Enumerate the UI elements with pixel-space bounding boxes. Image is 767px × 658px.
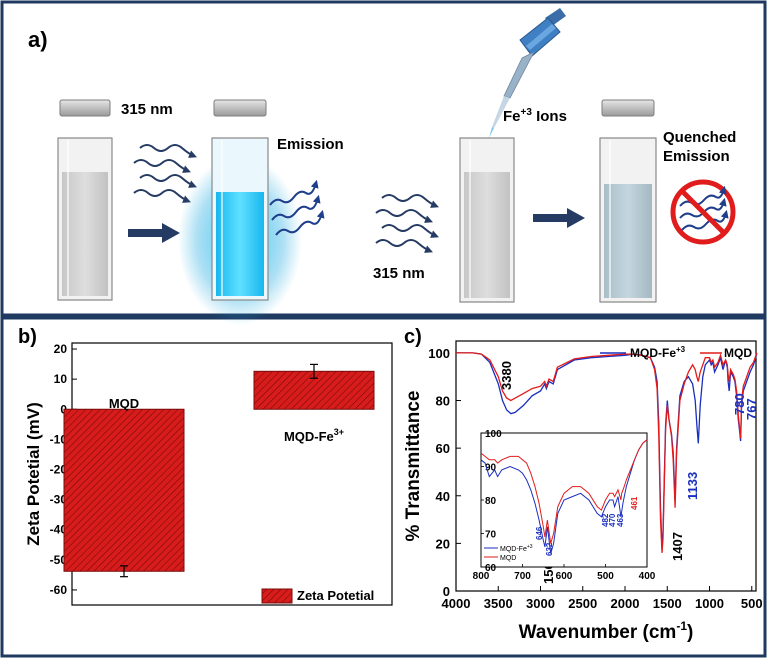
panel-b-label: b) <box>18 326 37 348</box>
y-tick-label: 100 <box>428 346 450 361</box>
series-lines-c <box>456 352 758 553</box>
quenched-line-2: Emission <box>663 148 730 165</box>
x-tick-label: 4000 <box>442 596 471 611</box>
cuvette-1 <box>57 99 113 301</box>
inset-peak-label: 482 <box>601 513 610 527</box>
series-line-mqd <box>456 352 758 553</box>
x-tick-label: 3000 <box>526 596 555 611</box>
cuvette-3 <box>459 137 515 303</box>
y-tick-label: 20 <box>436 536 450 551</box>
peak-label: 1407 <box>670 532 685 561</box>
inset-peak-label: 463 <box>616 513 625 527</box>
fe-ions-label: Fe+3 Ions <box>503 107 567 125</box>
inset-x-tick-label: 500 <box>597 571 614 582</box>
legend-c: MQD-Fe+3 MQD <box>600 345 752 360</box>
legend-swatch-b <box>261 588 293 604</box>
process-arrow-1 <box>128 223 180 243</box>
emission-label: Emission <box>277 136 344 153</box>
y-tick-label: -60 <box>50 583 68 597</box>
panel-bc-frame <box>0 316 767 658</box>
y-tick-label: -10 <box>50 432 68 446</box>
inset-x-tick-label: 400 <box>639 571 656 582</box>
x-tick-label: 500 <box>741 596 763 611</box>
x-tick-label: 1000 <box>695 596 724 611</box>
panel-b-zeta-chart: b) Zeta Potetial (mV) 20100-10-20-30-40-… <box>18 326 393 606</box>
wavelength-label-1: 315 nm <box>121 101 173 118</box>
y-axis-title-b: Zeta Potetial (mV) <box>24 402 43 546</box>
legend-b: Zeta Potetial <box>261 588 374 604</box>
y-tick-label: 60 <box>436 441 450 456</box>
inset-peak-label: 470 <box>608 513 617 527</box>
inset-x-tick-label: 800 <box>473 571 490 582</box>
peak-label: 767 <box>744 398 759 420</box>
peak-label: 780 <box>732 393 747 415</box>
inset-y-tick-label: 70 <box>485 530 497 541</box>
y-tick-label: 40 <box>436 489 450 504</box>
y-axis-title-c: % Transmittance <box>403 391 424 542</box>
panel-c-label: c) <box>404 326 422 348</box>
y-tick-label: 80 <box>436 394 450 409</box>
x-tick-label: 2500 <box>568 596 597 611</box>
inset-peak-label: 632 <box>545 542 554 556</box>
inset-axes: 800 700 600 500 400 60 70 80 90 100 <box>473 429 656 582</box>
incident-light-arrows-2 <box>375 194 439 253</box>
panel-a-frame <box>0 0 767 317</box>
inset-series-lines <box>480 439 648 554</box>
inset-legend-label-mqd: MQD <box>500 555 516 562</box>
x-tick-label: 1500 <box>653 596 682 611</box>
peak-label: 1133 <box>685 472 700 500</box>
legend-label-mqd-fe: MQD-Fe+3 <box>630 345 686 360</box>
wavelength-label-2: 315 nm <box>373 265 425 282</box>
inset-x-tick-label: 700 <box>514 571 531 582</box>
inset-legend-label-mqd-fe: MQD-Fe+3 <box>500 544 533 553</box>
panel-a: a) 315 nm Emission <box>28 8 741 325</box>
bars-b <box>63 363 375 578</box>
y-tick-label: 0 <box>443 584 450 599</box>
x-tick-label: 3500 <box>484 596 513 611</box>
axes-c: 4000 3500 3000 2500 2000 1500 1000 500020406080… <box>428 346 762 611</box>
y-tick-label: 10 <box>54 372 68 386</box>
x-axis-title-c: Wavenumber (cm-1) <box>519 619 694 643</box>
inset-peak-label: 646 <box>535 526 544 540</box>
inset-series-line-mqd <box>480 439 648 544</box>
cuvette-2-emitting <box>178 99 302 325</box>
inset-y-tick-label: 90 <box>485 463 497 474</box>
incident-light-arrows-1 <box>133 144 197 203</box>
inset-y-tick-label: 80 <box>485 496 497 507</box>
y-ticks-b: 20100-10-20-30-40-50-60 <box>50 342 77 597</box>
inset-x-tick-label: 600 <box>556 571 573 582</box>
y-tick-label: -50 <box>50 553 68 567</box>
y-tick-label: -20 <box>50 462 68 476</box>
legend-label-mqd: MQD <box>724 346 752 360</box>
quenched-line-1: Quenched <box>663 129 736 146</box>
process-arrow-2 <box>533 208 585 228</box>
panel-a-label: a) <box>28 27 48 52</box>
y-tick-label: 20 <box>54 342 68 356</box>
plot-area-c <box>455 340 757 592</box>
pipette-icon <box>489 8 566 138</box>
y-tick-label: -30 <box>50 493 68 507</box>
x-tick-label: 2000 <box>611 596 640 611</box>
inset-series-line-mqd-fe <box>480 439 648 554</box>
cuvette-4-quenched <box>599 99 657 303</box>
bar-label-mqd-fe: MQD-Fe3+ <box>284 427 344 444</box>
quenched-label: Quenched Emission <box>663 129 741 165</box>
no-emission-icon <box>670 179 736 245</box>
inset-y-tick-label: 100 <box>485 429 502 440</box>
bar-mqd <box>63 408 185 572</box>
panel-c-ftir-chart: c) % Transmittance Wavenumber (cm-1) 400… <box>403 326 763 643</box>
y-tick-label: -40 <box>50 523 68 537</box>
inset-legend: MQD-Fe+3 MQD <box>484 544 533 562</box>
emission-arrows <box>269 179 325 236</box>
inset-y-tick-label: 60 <box>485 563 497 574</box>
peak-label: 3380 <box>499 361 514 390</box>
inset-peak-label: 461 <box>630 496 639 510</box>
legend-label-b: Zeta Potetial <box>297 588 374 603</box>
bar-label-mqd: MQD <box>109 396 139 411</box>
